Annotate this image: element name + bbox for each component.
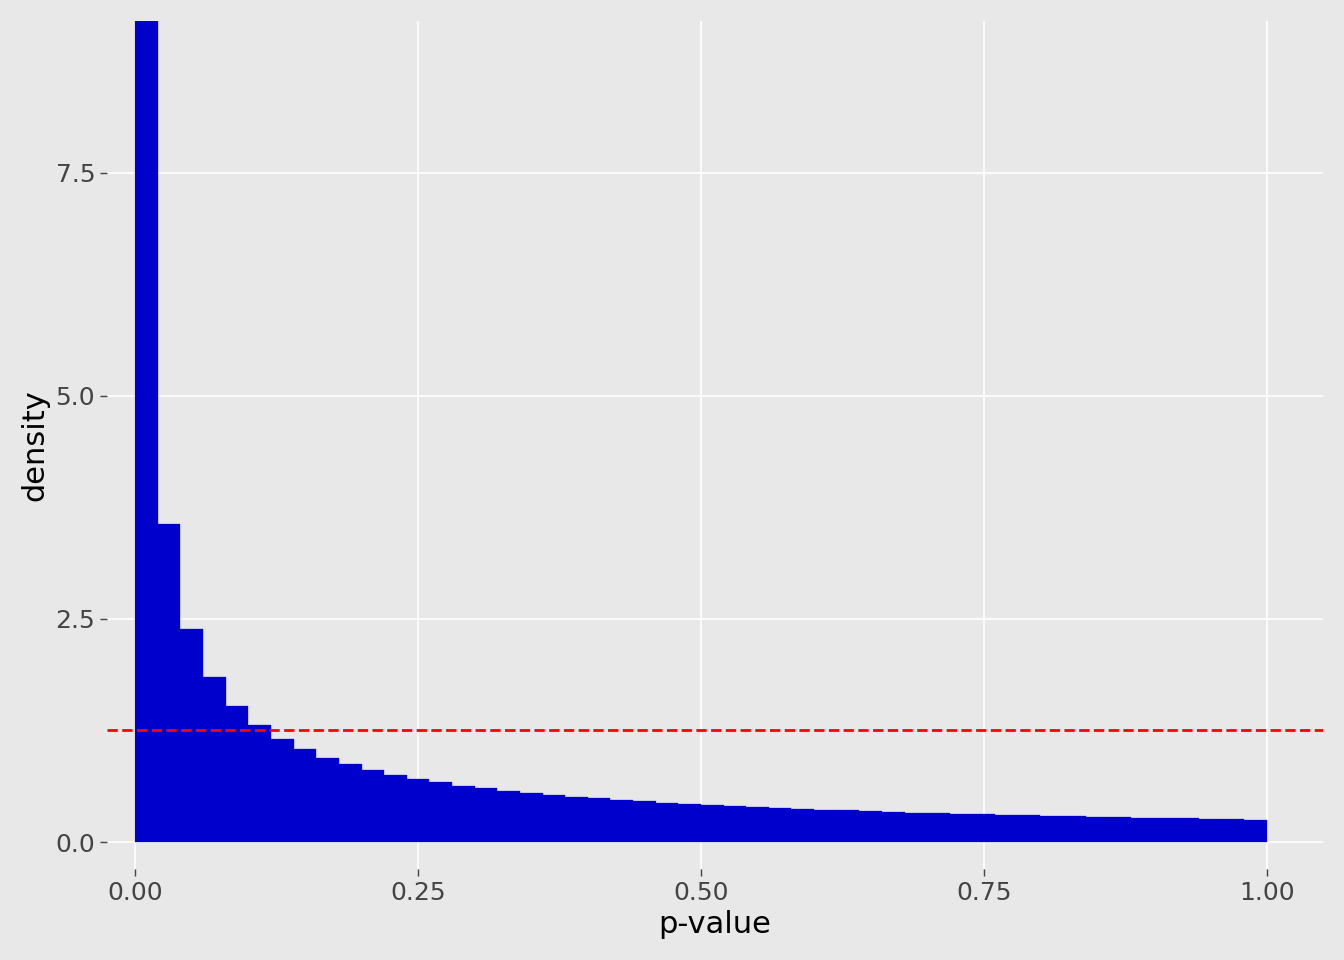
Bar (203, 678, 226, 842)
Bar (429, 782, 452, 842)
Bar (249, 725, 271, 842)
Bar (610, 800, 633, 842)
Bar (1063, 816, 1086, 842)
Bar (723, 806, 746, 842)
Bar (1222, 819, 1245, 842)
Bar (746, 807, 769, 842)
Bar (882, 812, 905, 842)
Bar (1199, 819, 1222, 842)
Y-axis label: density: density (22, 389, 50, 501)
Bar (497, 791, 520, 842)
Bar (452, 785, 474, 842)
Bar (1040, 816, 1063, 842)
Bar (226, 706, 249, 842)
Bar (679, 804, 702, 842)
Bar (293, 750, 316, 842)
Bar (905, 812, 927, 842)
Bar (543, 795, 564, 842)
Bar (180, 629, 203, 842)
Bar (1017, 815, 1040, 842)
Bar (995, 815, 1017, 842)
Bar (702, 805, 723, 842)
Bar (271, 739, 293, 842)
Bar (1153, 818, 1176, 842)
Bar (973, 814, 995, 842)
Bar (927, 813, 950, 842)
Bar (950, 814, 973, 842)
Bar (656, 803, 679, 842)
Bar (1245, 820, 1266, 842)
Bar (157, 524, 180, 842)
Bar (1130, 818, 1153, 842)
Bar (316, 757, 339, 842)
Bar (769, 808, 792, 842)
Bar (136, 0, 157, 842)
Bar (520, 793, 543, 842)
Bar (587, 799, 610, 842)
Bar (814, 809, 837, 842)
Bar (792, 809, 814, 842)
Bar (1086, 817, 1109, 842)
Bar (564, 797, 587, 842)
Bar (859, 811, 882, 842)
Bar (633, 802, 656, 842)
Bar (1109, 817, 1130, 842)
Bar (1176, 819, 1199, 842)
Bar (474, 788, 497, 842)
Bar (384, 775, 407, 842)
Bar (407, 779, 429, 842)
X-axis label: p-value: p-value (659, 910, 771, 939)
Bar (339, 764, 362, 842)
Bar (362, 770, 384, 842)
Bar (837, 810, 859, 842)
